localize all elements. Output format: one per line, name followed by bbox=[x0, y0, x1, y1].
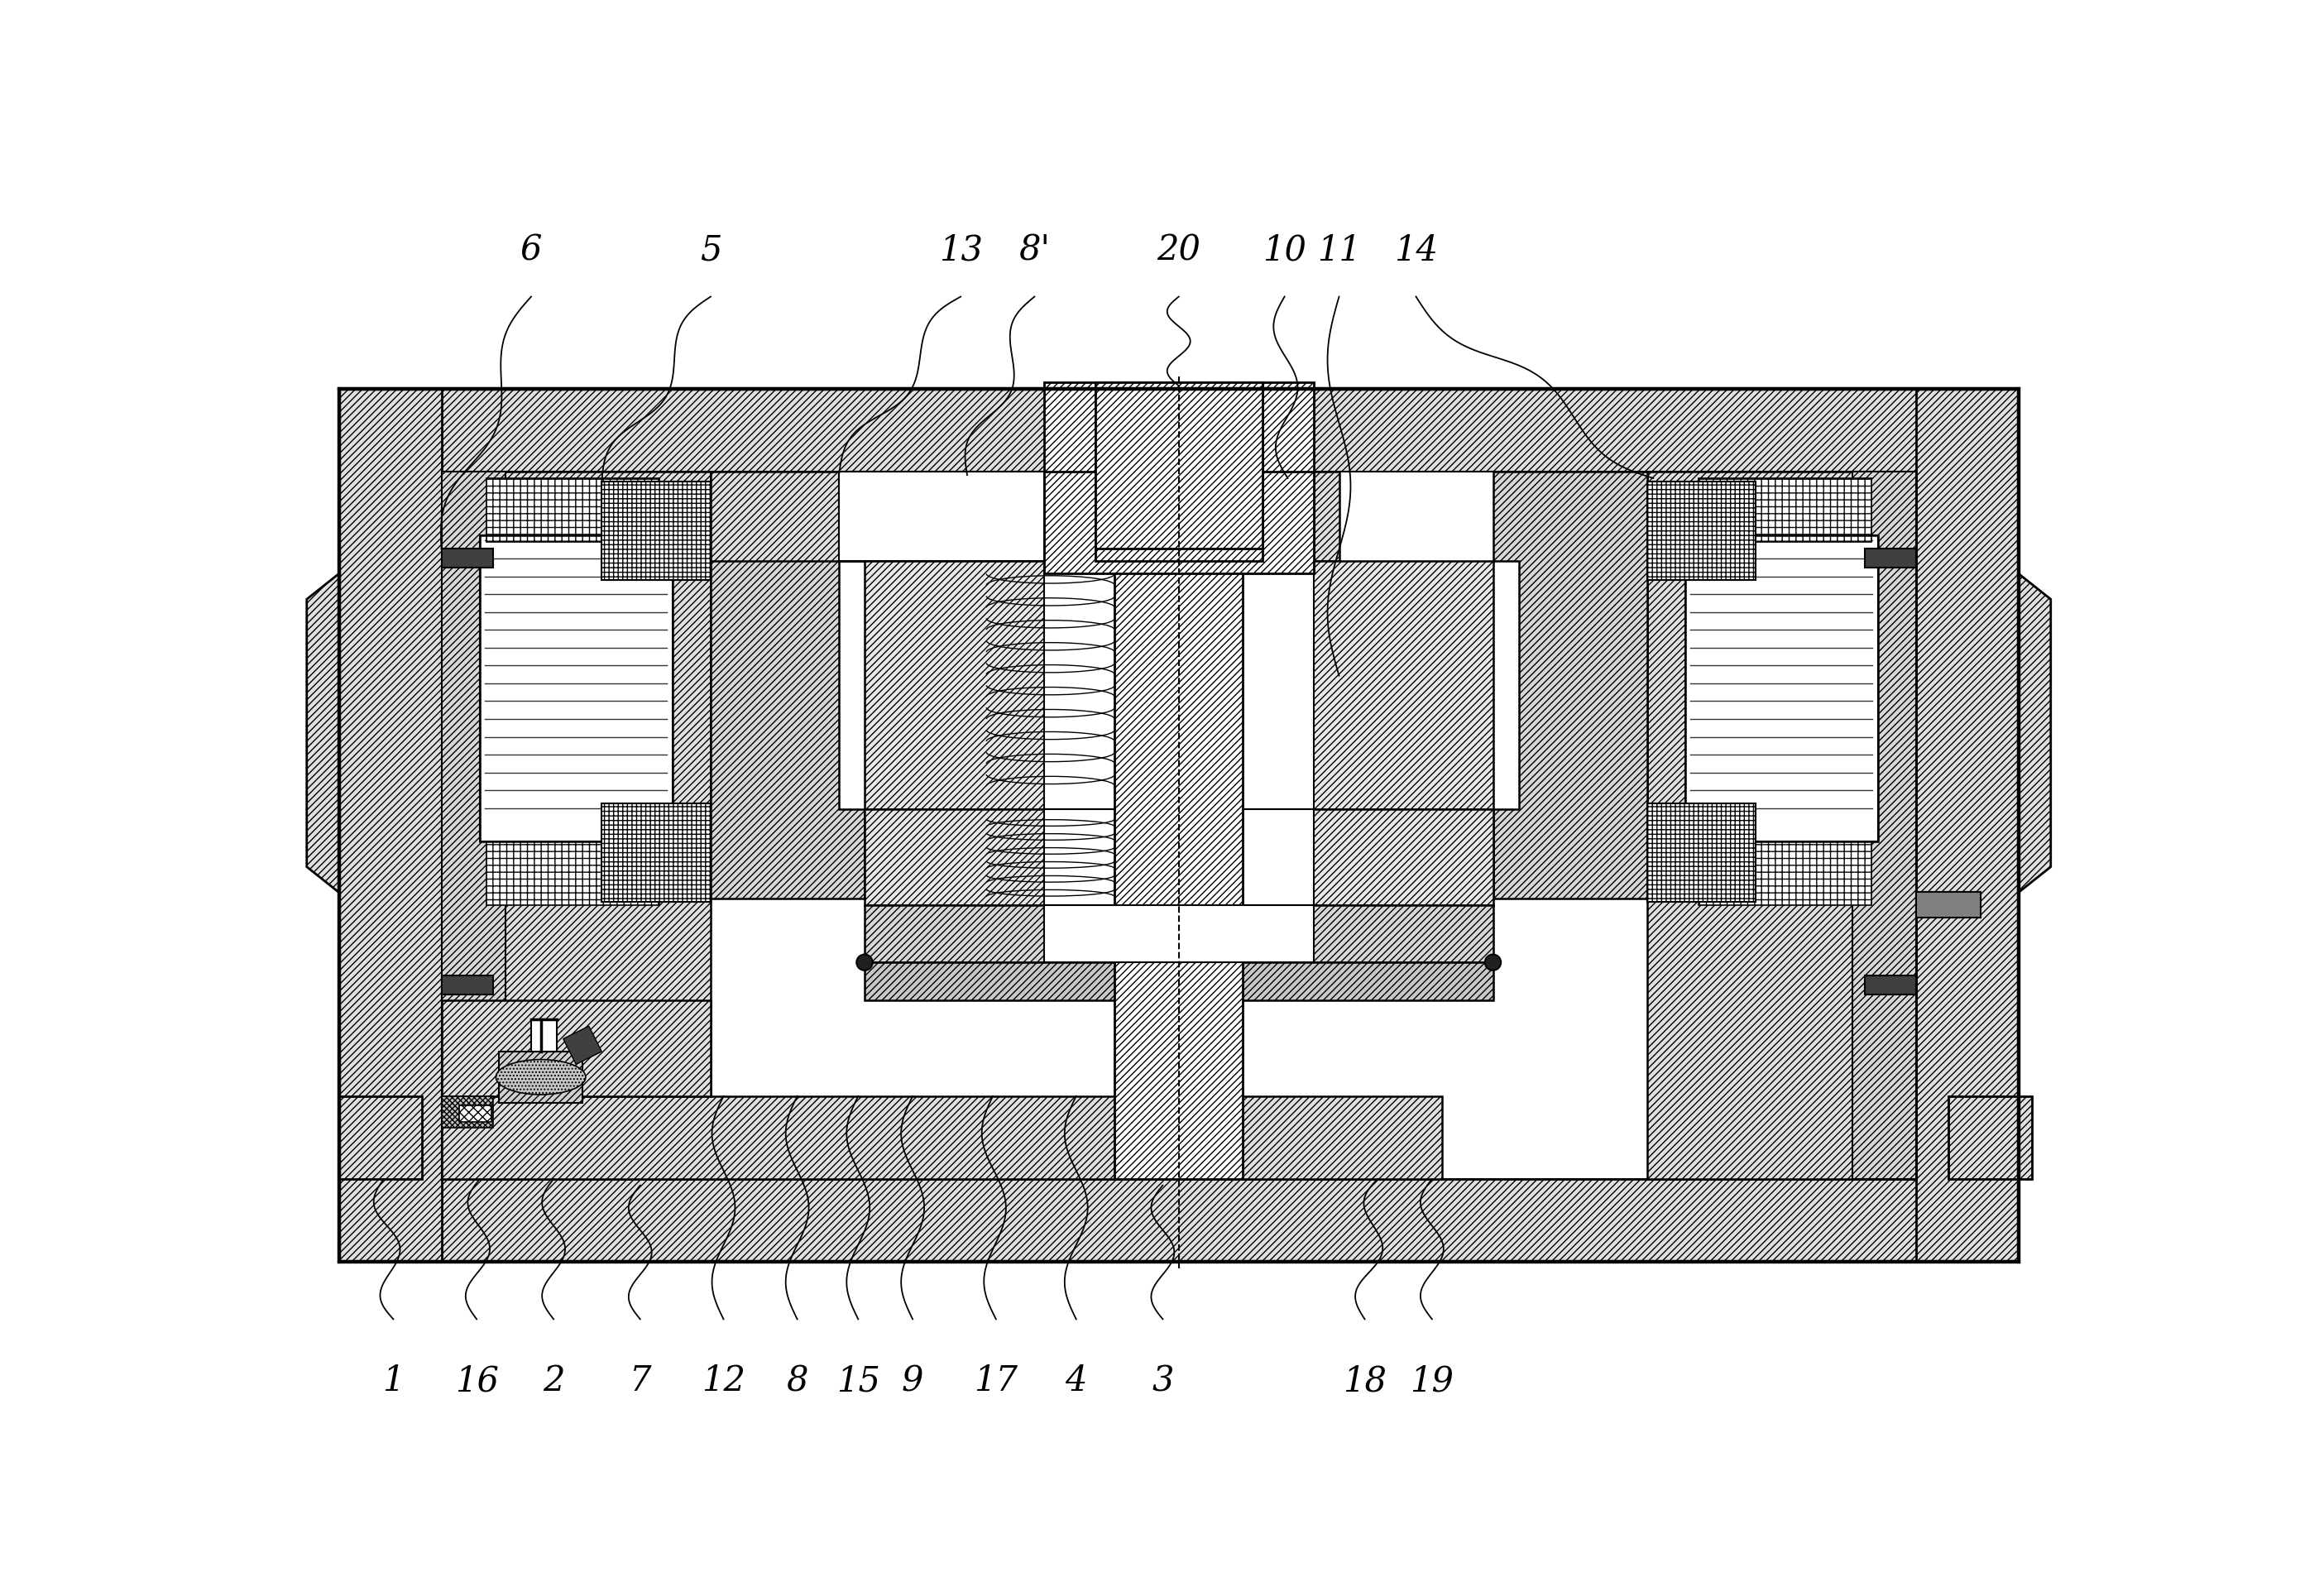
Text: 16: 16 bbox=[455, 1363, 499, 1398]
Text: 3: 3 bbox=[1152, 1363, 1173, 1398]
Text: 2: 2 bbox=[543, 1363, 563, 1398]
Bar bbox=[338, 389, 2019, 1262]
Bar bbox=[865, 809, 1493, 905]
Text: 7: 7 bbox=[630, 1363, 651, 1398]
Bar bbox=[1686, 536, 1877, 841]
Text: 20: 20 bbox=[1157, 233, 1201, 268]
Polygon shape bbox=[711, 472, 865, 899]
Bar bbox=[603, 803, 711, 902]
Bar bbox=[442, 1096, 1442, 1179]
Bar bbox=[442, 549, 492, 568]
Bar bbox=[481, 536, 672, 841]
Bar bbox=[1697, 479, 1872, 543]
Bar bbox=[1044, 905, 1313, 962]
Ellipse shape bbox=[1486, 954, 1502, 970]
Text: 8': 8' bbox=[1019, 233, 1051, 268]
Text: 6: 6 bbox=[520, 233, 543, 268]
Text: 8: 8 bbox=[787, 1363, 807, 1398]
Text: 1: 1 bbox=[382, 1363, 405, 1398]
Text: 10: 10 bbox=[1263, 233, 1306, 268]
Bar bbox=[839, 472, 1198, 562]
Bar bbox=[442, 472, 506, 1179]
Bar bbox=[338, 389, 2019, 472]
Ellipse shape bbox=[497, 1060, 586, 1095]
Bar bbox=[865, 562, 1493, 809]
Bar bbox=[1852, 472, 1916, 1179]
Bar bbox=[1044, 472, 1313, 575]
Bar bbox=[1044, 383, 1313, 562]
Text: 5: 5 bbox=[699, 233, 722, 268]
Polygon shape bbox=[2019, 575, 2052, 892]
Bar bbox=[1647, 803, 1755, 902]
Ellipse shape bbox=[856, 954, 872, 970]
Bar bbox=[481, 536, 672, 841]
Bar bbox=[338, 1096, 423, 1179]
Bar bbox=[1044, 809, 1313, 905]
Bar bbox=[531, 1020, 557, 1052]
Bar bbox=[1916, 892, 1980, 918]
Bar bbox=[338, 389, 2019, 1262]
Text: 19: 19 bbox=[1410, 1363, 1454, 1398]
Bar bbox=[1647, 482, 1755, 579]
Bar bbox=[1095, 383, 1263, 562]
Bar bbox=[865, 962, 1493, 1001]
Bar bbox=[1865, 975, 1916, 994]
Bar bbox=[1916, 892, 1980, 918]
Bar bbox=[1686, 536, 1877, 841]
Text: 9: 9 bbox=[902, 1363, 925, 1398]
Bar bbox=[603, 482, 711, 579]
Bar bbox=[1697, 841, 1872, 905]
Bar bbox=[1948, 1096, 2031, 1179]
Text: 17: 17 bbox=[975, 1363, 1019, 1398]
Bar bbox=[711, 472, 1339, 562]
Bar bbox=[442, 1001, 711, 1096]
Bar bbox=[338, 389, 442, 1262]
Polygon shape bbox=[1493, 472, 1647, 899]
Bar bbox=[485, 479, 660, 543]
Bar bbox=[1647, 472, 1916, 1179]
Bar bbox=[442, 1096, 492, 1128]
Text: 18: 18 bbox=[1343, 1363, 1387, 1398]
Bar bbox=[1116, 472, 1242, 1179]
Bar bbox=[460, 1106, 492, 1122]
Text: 12: 12 bbox=[702, 1363, 745, 1398]
Bar bbox=[485, 841, 660, 905]
Bar bbox=[442, 472, 711, 1179]
Bar bbox=[1916, 389, 2019, 1262]
Text: 14: 14 bbox=[1394, 233, 1438, 268]
Text: 11: 11 bbox=[1318, 233, 1362, 268]
Bar bbox=[442, 472, 1916, 1179]
Bar bbox=[499, 1052, 582, 1103]
Text: 13: 13 bbox=[938, 233, 982, 268]
Text: 15: 15 bbox=[837, 1363, 881, 1398]
Polygon shape bbox=[306, 575, 338, 892]
Bar bbox=[338, 1179, 2019, 1262]
Bar bbox=[442, 975, 492, 994]
Bar bbox=[1095, 383, 1263, 549]
Polygon shape bbox=[564, 1026, 603, 1065]
Text: 4: 4 bbox=[1065, 1363, 1088, 1398]
Bar bbox=[1865, 549, 1916, 568]
Bar bbox=[1044, 562, 1313, 809]
Bar bbox=[865, 905, 1493, 962]
